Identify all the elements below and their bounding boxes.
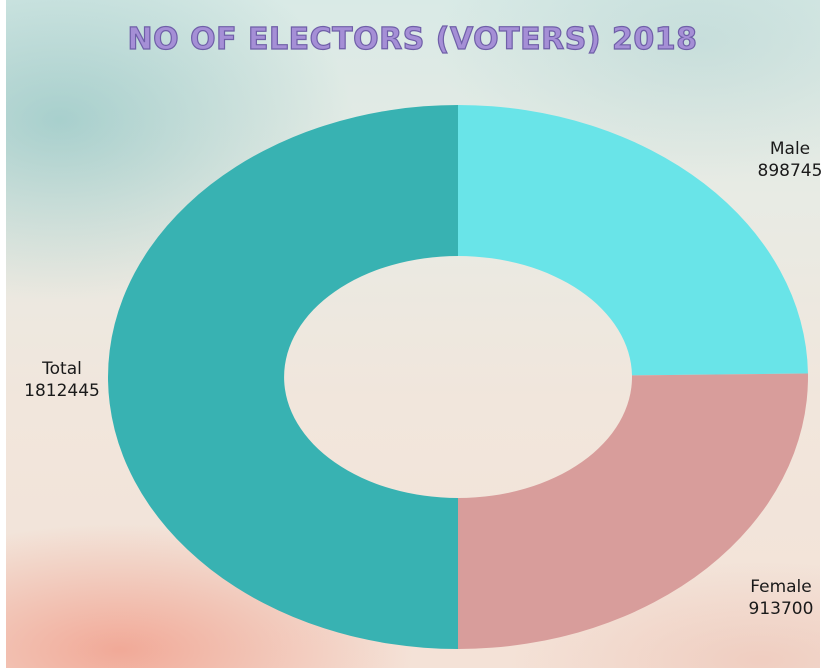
slice-male <box>458 105 808 376</box>
left-border <box>0 0 6 668</box>
data-label-male: Male 898745 <box>758 139 823 181</box>
data-label-name: Male <box>770 139 810 159</box>
data-label-total: Total 1812445 <box>24 359 100 401</box>
data-label-value: 913700 <box>749 599 814 619</box>
data-label-name: Female <box>750 577 811 597</box>
right-border <box>820 0 825 668</box>
data-label-female: Female 913700 <box>749 577 814 619</box>
data-label-value: 898745 <box>758 161 823 181</box>
slice-total <box>108 105 458 649</box>
slice-female <box>458 373 808 649</box>
data-label-name: Total <box>41 359 82 379</box>
data-label-value: 1812445 <box>24 381 100 401</box>
chart-title: NO OF ELECTORS (VOTERS) 2018 <box>127 21 698 57</box>
